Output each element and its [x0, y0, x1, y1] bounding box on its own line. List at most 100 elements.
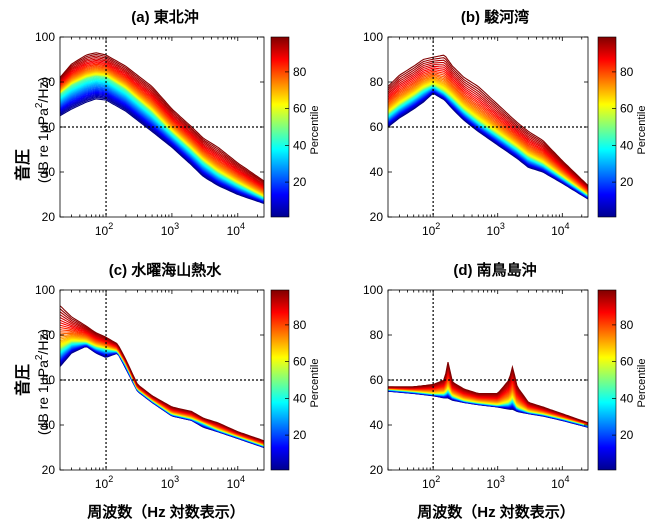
panel-d-title: (d) 南鳥島沖	[453, 261, 536, 279]
panel-d-colorbar-tick-label: 80	[620, 318, 634, 332]
panel-b-ytick-label: 80	[370, 75, 384, 89]
panel-b-curve-p97	[388, 57, 588, 187]
panel-a-curve-p99	[60, 52, 264, 182]
panel-c: (c) 水曜海山熱水 音圧 (dB re 1μPa2/Hz) 20 40 60 80 1…	[13, 261, 321, 521]
panel-b-curve-p87	[388, 67, 588, 190]
panel-c-colorbar	[270, 289, 290, 471]
panel-a-curve-p91	[60, 58, 264, 186]
panel-a-ylabel: 音圧	[13, 149, 32, 181]
panel-a-xtick-label: 102	[95, 221, 113, 238]
panel-c-plot-area: 20 40 60 80 100 102 103 104	[35, 283, 265, 491]
panel-b-curve-p91	[388, 64, 588, 189]
panel-b-colorbar	[597, 36, 617, 218]
panel-b-curve-p71	[388, 78, 588, 193]
panel-c-ylabel-main: 音圧	[13, 364, 32, 396]
panel-b-colorbar-ticks: 20 40 60 80	[612, 65, 634, 189]
panel-c-xtick-label: 104	[227, 474, 245, 491]
panel-c-ytick-label: 20	[42, 463, 56, 477]
panel-a-ylabel-main: 音圧	[13, 149, 32, 181]
panel-c-ytick-label: 100	[35, 283, 55, 297]
panel-a-colorbar-tick-label: 80	[293, 65, 307, 79]
panel-b-curves	[388, 54, 588, 200]
panel-a-ytick-label: 60	[42, 120, 56, 134]
panel-b-colorbar-label: Percentile	[636, 106, 648, 155]
panel-a-curve-p97	[60, 53, 264, 183]
panel-c-colorbar-tick-label: 20	[293, 428, 307, 442]
panel-c-xlabel: 周波数（Hz 対数表示）	[87, 503, 245, 521]
panel-c-ylabel-units: (dB re 1μPa2/Hz)	[34, 329, 51, 435]
panel-b-curve-p81	[388, 72, 588, 192]
panel-c-curve-p99	[60, 305, 264, 442]
panel-b-ytick-label: 60	[370, 120, 384, 134]
panel-c-xtick-label: 103	[161, 474, 179, 491]
panel-c-xtick-label: 102	[95, 474, 113, 491]
panel-d-ytick-label: 60	[370, 373, 384, 387]
panel-a-ytick-label: 80	[42, 75, 56, 89]
panel-d-curve-p99	[388, 361, 588, 424]
panel-b-plot-area: 20 40 60 80 100 102 103 104	[363, 30, 589, 238]
panel-a-xtick-label: 103	[161, 221, 179, 238]
panel-a-curve-p69	[60, 70, 264, 195]
panel-b-curve-p69	[388, 79, 588, 194]
panel-c-colorbar-tick-label: 40	[293, 391, 307, 405]
panel-b-title: (b) 駿河湾	[461, 8, 529, 26]
panel-b: (b) 駿河湾 20 40 60 80 100 102 103 104 20 40 60 80 Pe…	[363, 8, 648, 238]
panel-b-curve-p85	[388, 69, 588, 191]
panel-b-colorbar-tick-label: 60	[620, 102, 634, 116]
panel-a-ylabel-units: (dB re 1μPa2/Hz)	[34, 77, 51, 183]
panel-c-colorbar-label: Percentile	[309, 359, 321, 408]
panel-d-colorbar-label: Percentile	[636, 359, 648, 408]
panel-a-colorbar-label-wrap: Percentile	[309, 106, 321, 155]
panel-a-ylabel-units-text: (dB re 1μPa2/Hz)	[34, 77, 51, 183]
panel-b-colorbar-tick-label: 20	[620, 175, 634, 189]
panel-b-ytick-label: 100	[363, 30, 383, 44]
panel-a-curve-p85	[60, 62, 264, 189]
panel-a-colorbar-ticks: 20 40 60 80	[285, 65, 307, 189]
panel-a-curve-p77	[60, 67, 264, 192]
panel-d-xtick-label: 102	[422, 474, 440, 491]
panel-b-curve-p77	[388, 74, 588, 192]
panel-a-curve-p75	[60, 68, 264, 193]
panel-c-ytick-label: 60	[42, 373, 56, 387]
panel-c-colorbar-tick-label: 60	[293, 355, 307, 369]
panel-a-colorbar-tick-label: 20	[293, 175, 307, 189]
panel-a-curve-p79	[60, 66, 264, 192]
panel-a-curve-p71	[60, 69, 264, 194]
panel-b-ytick-label: 20	[370, 210, 384, 224]
panel-a-curve-p1	[60, 98, 264, 205]
panel-d-colorbar-ticks: 20 40 60 80	[612, 318, 634, 442]
panel-d-colorbar-tick-label: 40	[620, 391, 634, 405]
panel-c-ylabel: 音圧	[13, 364, 32, 396]
panel-d-xtick-label: 103	[487, 474, 505, 491]
panel-a-colorbar-tick-label: 40	[293, 138, 307, 152]
panel-d-ytick-label: 100	[363, 283, 383, 297]
panel-a-curves	[60, 52, 264, 205]
panel-b-colorbar-label-wrap: Percentile	[636, 106, 648, 155]
panel-a-curve-p87	[60, 61, 264, 188]
panel-b-curve-p73	[388, 77, 588, 193]
panel-c-title: (c) 水曜海山熱水	[109, 261, 223, 279]
panel-b-curve-p95	[388, 59, 588, 188]
panel-a-ytick-label: 20	[42, 210, 56, 224]
panel-a-curve-p81	[60, 64, 264, 191]
panel-b-curve-p75	[388, 75, 588, 193]
panel-b-xtick-label: 104	[551, 221, 569, 238]
panel-c-colorbar-ticks: 20 40 60 80	[285, 318, 307, 442]
panel-a-curve-p95	[60, 55, 264, 184]
panel-d-xtick-label: 104	[551, 474, 569, 491]
panel-d-plot-area: 20 40 60 80 100 102 103 104	[363, 283, 589, 491]
panel-c-ylabel-units-text: (dB re 1μPa2/Hz)	[34, 329, 51, 435]
panel-b-xtick-label: 103	[487, 221, 505, 238]
panel-a: (a) 東北沖 音圧 (dB re 1μPa2/Hz) 20 40 60 80 100 1…	[13, 8, 321, 238]
panel-d-colorbar	[597, 289, 617, 471]
panel-a-curve-p89	[60, 59, 264, 187]
panel-a-colorbar-label: Percentile	[309, 106, 321, 155]
panel-d-ytick-label: 40	[370, 418, 384, 432]
panel-b-curve-p99	[388, 54, 588, 186]
panel-a-curve-p3	[60, 97, 264, 204]
panel-d: (d) 南鳥島沖 20 40 60 80 100 102 103 104 20 40 60 80 P…	[363, 261, 648, 521]
panel-c-ytick-label: 80	[42, 328, 56, 342]
panel-b-curve-p93	[388, 62, 588, 188]
panel-b-xtick-label: 102	[422, 221, 440, 238]
